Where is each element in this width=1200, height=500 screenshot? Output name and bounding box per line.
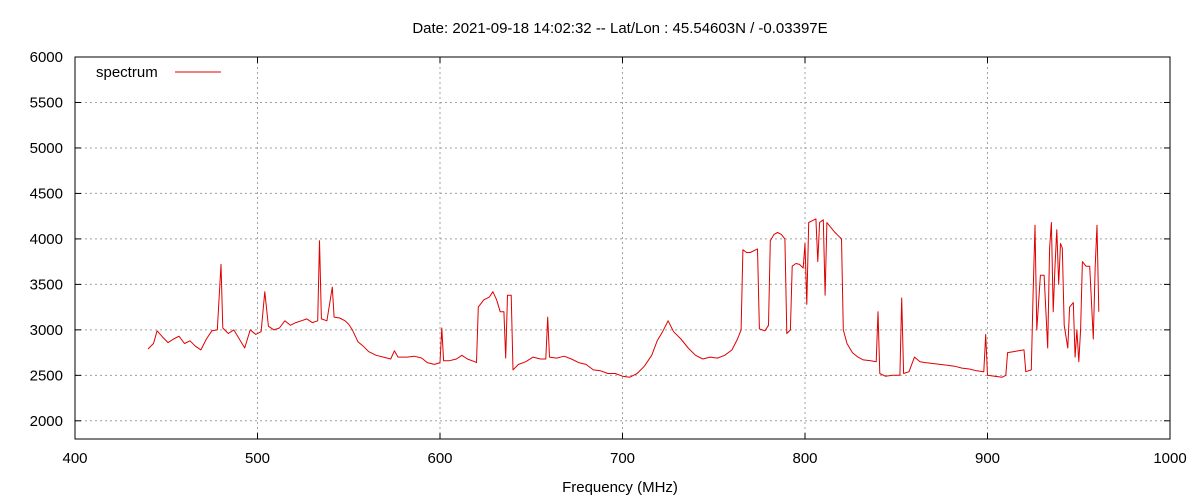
plot-area	[147, 218, 1100, 378]
y-tick-label: 4500	[30, 185, 63, 202]
plot-frame	[74, 56, 1171, 440]
chart-title: Date: 2021-09-18 14:02:32 -- Lat/Lon : 4…	[412, 20, 827, 37]
x-tick-label: 400	[62, 450, 87, 467]
x-tick-label: 900	[975, 450, 1000, 467]
y-tick-label: 2000	[30, 413, 63, 430]
y-tick-label: 4000	[30, 231, 63, 248]
y-tick-label: 2500	[30, 367, 63, 384]
x-tick-label: 600	[427, 450, 452, 467]
axis-ticks: 400 500 600 700 800 900 1000 2000 2500 3000 3500 40…	[30, 49, 1187, 467]
y-tick-label: 5000	[30, 140, 63, 157]
legend: spectrum	[96, 64, 221, 81]
x-tick-label: 700	[610, 450, 635, 467]
series-line-spectrum	[147, 218, 1100, 378]
y-tick-label: 5500	[30, 94, 63, 111]
x-tick-label: 800	[792, 450, 817, 467]
legend-label: spectrum	[96, 64, 158, 81]
x-tick-label: 1000	[1153, 450, 1186, 467]
x-tick-label: 500	[245, 450, 270, 467]
grid	[75, 57, 1170, 439]
y-tick-label: 3000	[30, 322, 63, 339]
y-tick-label: 3500	[30, 276, 63, 293]
y-tick-label: 6000	[30, 49, 63, 66]
x-axis-label: Frequency (MHz)	[562, 479, 678, 496]
